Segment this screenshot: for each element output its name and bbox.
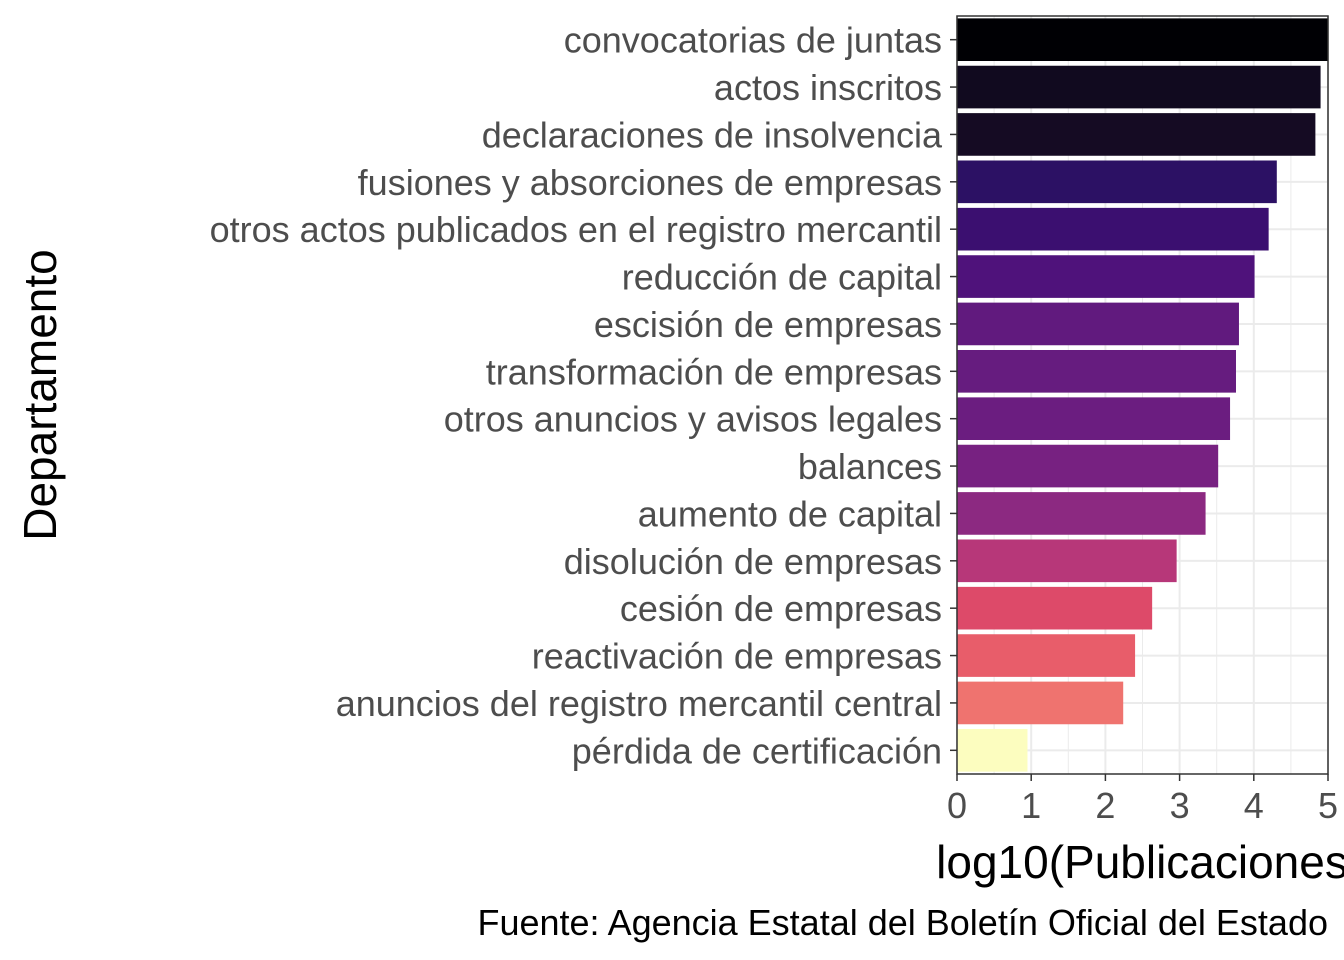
bar <box>957 349 1236 393</box>
y-tick-label: anuncios del registro mercantil central <box>336 683 942 724</box>
x-axis-ticks: 0 1 2 3 4 5 <box>947 774 1338 826</box>
y-tick-label: cesión de empresas <box>620 588 942 629</box>
y-tick-label: reducción de capital <box>622 257 942 298</box>
x-tick-label: 1 <box>1021 785 1041 826</box>
y-tick-label: convocatorias de juntas <box>564 20 942 61</box>
bar <box>957 255 1255 298</box>
y-axis-title: Departamento <box>14 249 66 541</box>
bar <box>957 586 1153 630</box>
y-tick-label: disolución de empresas <box>564 541 942 582</box>
x-axis-title: log10(Publicaciones <box>936 836 1344 888</box>
caption: Fuente: Agencia Estatal del Boletín Ofic… <box>477 902 1328 943</box>
bar <box>957 207 1269 251</box>
bar <box>957 397 1231 441</box>
y-tick-label: fusiones y absorciones de empresas <box>358 162 942 203</box>
x-tick-label: 4 <box>1244 785 1264 826</box>
y-tick-label: otros anuncios y avisos legales <box>444 399 942 440</box>
bars <box>957 18 1328 772</box>
bar <box>957 113 1316 156</box>
bar <box>957 302 1239 346</box>
bar <box>957 492 1206 535</box>
x-tick-label: 3 <box>1170 785 1190 826</box>
bar <box>957 444 1219 488</box>
bar <box>957 681 1124 725</box>
y-tick-label: escisión de empresas <box>594 304 942 345</box>
bar <box>957 728 1028 772</box>
x-tick-label: 5 <box>1318 785 1338 826</box>
bar <box>957 65 1321 109</box>
bar <box>957 634 1136 677</box>
y-tick-label: pérdida de certificación <box>572 730 942 771</box>
y-tick-label: transformación de empresas <box>486 351 942 392</box>
bar <box>957 539 1177 583</box>
y-tick-labels: convocatorias de juntas actos inscritos de… <box>210 20 957 771</box>
y-tick-label: balances <box>798 446 942 487</box>
panel-border <box>956 15 1329 775</box>
bar <box>957 18 1328 62</box>
y-tick-label: aumento de capital <box>638 493 942 534</box>
y-tick-label: reactivación de empresas <box>532 636 942 677</box>
x-tick-label: 0 <box>947 785 967 826</box>
x-tick-label: 2 <box>1095 785 1115 826</box>
y-tick-label: otros actos publicados en el registro me… <box>210 209 942 250</box>
y-tick-label: actos inscritos <box>714 67 942 108</box>
y-tick-label: declaraciones de insolvencia <box>482 114 943 155</box>
bar <box>957 160 1277 204</box>
